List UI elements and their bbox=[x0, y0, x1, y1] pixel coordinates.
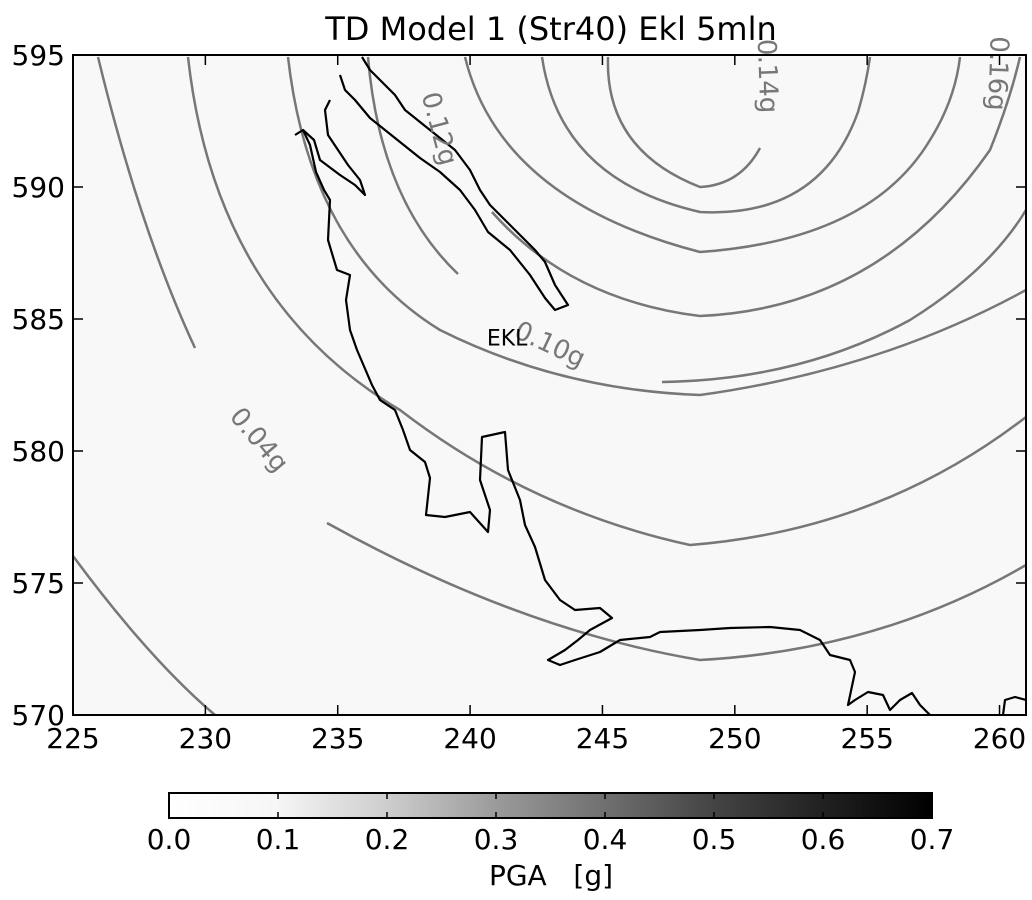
colorbar-tick-label: 0.0 bbox=[147, 823, 192, 856]
y-axis: 570 575 580 585 590 595 bbox=[12, 39, 1026, 732]
x-tick-label: 240 bbox=[443, 722, 496, 755]
y-tick-label: 580 bbox=[12, 435, 65, 468]
x-tick-label: 255 bbox=[840, 722, 893, 755]
contour-line-0.04-lower bbox=[326, 521, 1026, 662]
x-tick-label: 250 bbox=[708, 722, 761, 755]
y-tick-label: 590 bbox=[12, 171, 65, 204]
y-tick-label: 575 bbox=[12, 567, 65, 600]
site-label: EKL bbox=[487, 326, 528, 351]
coastline bbox=[294, 56, 1026, 715]
colorbar-tick-label: 0.1 bbox=[256, 823, 301, 856]
contour-line-0.12-right bbox=[491, 56, 1022, 318]
contour-label: 0.14g bbox=[751, 38, 784, 113]
colorbar-ticks: 0.0 0.1 0.2 0.3 0.4 0.5 0.6 0.7 bbox=[147, 793, 955, 856]
y-tick-label: 585 bbox=[12, 303, 65, 336]
x-tick-label: 235 bbox=[311, 722, 364, 755]
y-tick-label: 570 bbox=[12, 699, 65, 732]
x-tick-label: 225 bbox=[46, 722, 99, 755]
plot-area bbox=[73, 55, 1026, 715]
colorbar bbox=[168, 792, 933, 819]
contour-line-0.02 bbox=[73, 555, 216, 715]
x-tick-label: 230 bbox=[179, 722, 232, 755]
coastline-inlet bbox=[302, 99, 367, 197]
colorbar-tick-label: 0.2 bbox=[365, 823, 410, 856]
coastline-right-fragment bbox=[1001, 695, 1026, 715]
contour-line-0.16 bbox=[540, 56, 872, 214]
coastline-island bbox=[338, 56, 570, 312]
contour-line-0.08 bbox=[286, 56, 1026, 397]
colorbar-tick-label: 0.4 bbox=[583, 823, 628, 856]
colorbar-label: PGA [g] bbox=[489, 859, 613, 892]
colorbar-tick-label: 0.5 bbox=[692, 823, 737, 856]
colorbar-tick-label: 0.6 bbox=[801, 823, 846, 856]
x-axis: 225 230 235 240 245 250 255 260 bbox=[46, 55, 1026, 755]
contour-line-0.18 bbox=[606, 56, 762, 189]
contour-lines bbox=[73, 56, 1026, 715]
contour-line-0.12-left bbox=[366, 56, 459, 275]
contour-line-0.14 bbox=[463, 56, 962, 254]
plot-frame bbox=[72, 54, 1027, 716]
coastline-peninsula bbox=[294, 128, 931, 715]
y-tick-label: 595 bbox=[12, 39, 65, 72]
contour-line-0.06 bbox=[186, 56, 1026, 547]
chart-title: TD Model 1 (Str40) Ekl 5mln bbox=[324, 10, 777, 48]
contour-label: 0.16g bbox=[981, 36, 1014, 111]
colorbar-tick-label: 0.7 bbox=[910, 823, 955, 856]
x-tick-label: 260 bbox=[973, 722, 1026, 755]
colorbar-tick-label: 0.3 bbox=[474, 823, 519, 856]
contour-line-0.04-upper bbox=[96, 56, 197, 349]
x-tick-label: 245 bbox=[576, 722, 629, 755]
contour-line-0.10 bbox=[661, 209, 1026, 384]
